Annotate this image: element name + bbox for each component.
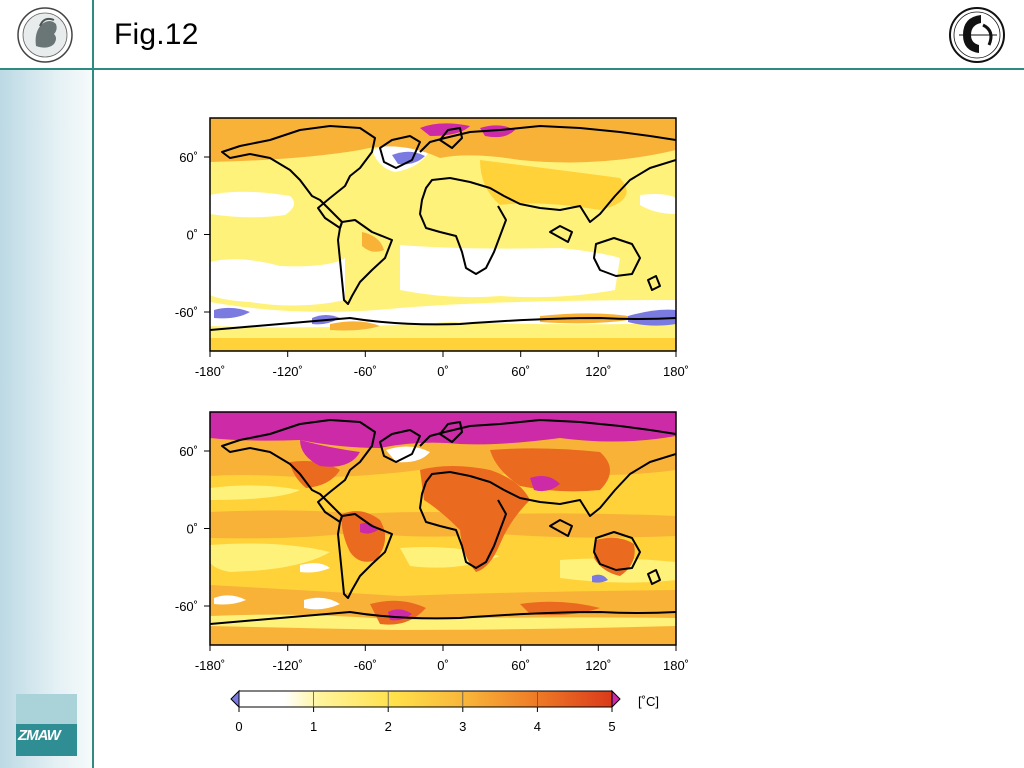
top-map xyxy=(210,118,676,351)
top-map-magenta-region xyxy=(480,125,515,138)
top-map-magenta-region xyxy=(420,123,470,136)
top-map-lon-tick: -60˚ xyxy=(354,364,377,379)
top-map-white-region xyxy=(640,194,676,214)
bottom-map-magenta-region xyxy=(530,476,560,492)
sidebar-gradient xyxy=(0,69,92,768)
bottom-map-yellow-region xyxy=(210,543,330,572)
dkrz-logo xyxy=(949,7,1005,63)
bottom-map-darkorange-region xyxy=(420,466,530,572)
bottom-map-lon-tick: -120˚ xyxy=(273,658,303,673)
bottom-map xyxy=(210,412,676,645)
top-map-coastlines xyxy=(210,125,676,331)
top-map-axis-ticks xyxy=(204,156,677,357)
top-map-orange-region xyxy=(480,160,627,210)
top-map-lat-tick: 60˚ xyxy=(179,150,198,165)
top-map-white-region xyxy=(210,191,294,218)
top-map-white-region xyxy=(400,245,620,298)
top-map-orange-region xyxy=(362,232,384,252)
top-map-blue-region xyxy=(392,151,425,165)
bottom-map-yellow-region xyxy=(210,485,300,500)
top-map-lat-tick: -60˚ xyxy=(175,305,198,320)
header-divider xyxy=(0,68,1024,70)
slide-title: Fig.12 xyxy=(114,18,199,51)
colorbar: 0 1 2 3 4 5 [˚C] xyxy=(230,689,659,734)
bottom-map-lat-tick: 0˚ xyxy=(186,522,198,537)
top-map-blue-region xyxy=(628,309,676,326)
colorbar-tick: 3 xyxy=(459,719,466,734)
bottom-map-magenta-region xyxy=(300,440,360,467)
top-map-orange-region xyxy=(330,321,380,331)
sidebar-divider xyxy=(92,0,94,768)
bottom-map-coastlines xyxy=(210,419,676,625)
colorbar-dividers xyxy=(313,691,538,707)
colorbar-gradient xyxy=(238,690,613,708)
zmaw-logo xyxy=(16,694,77,756)
bottom-map-lat-tick: 60˚ xyxy=(179,444,198,459)
bottom-map-lon-tick: 60˚ xyxy=(511,658,530,673)
colorbar-over-triangle xyxy=(611,689,621,709)
top-map-lon-tick: 60˚ xyxy=(511,364,530,379)
bottom-map-lon-tick: -60˚ xyxy=(354,658,377,673)
bottom-map-lat-tick: -60˚ xyxy=(175,599,198,614)
bottom-map-lon-tick: 180˚ xyxy=(663,658,689,673)
max-planck-minerva-logo xyxy=(17,7,73,63)
bottom-map-lon-tick: -180˚ xyxy=(195,658,225,673)
top-map-lon-tick: 120˚ xyxy=(585,364,611,379)
top-map-lat-tick: 0˚ xyxy=(186,228,198,243)
colorbar-under-triangle xyxy=(230,689,240,709)
bottom-map-white-region xyxy=(304,597,340,610)
bottom-map-white-region xyxy=(214,595,246,605)
top-map-lon-tick: -120˚ xyxy=(273,364,303,379)
top-map-lon-tick: 180˚ xyxy=(663,364,689,379)
top-map-lon-tick: 0˚ xyxy=(437,364,449,379)
bottom-map-lon-tick: 0˚ xyxy=(437,658,449,673)
bottom-map-darkorange-region xyxy=(341,511,386,562)
colorbar-tick: 4 xyxy=(534,719,541,734)
top-map-blue-region xyxy=(214,307,250,319)
bottom-map-lon-tick: 120˚ xyxy=(585,658,611,673)
top-map-orange-region xyxy=(210,118,676,163)
top-map-white-region xyxy=(210,258,345,306)
colorbar-tick: 5 xyxy=(608,719,615,734)
bottom-map-darkorange-region xyxy=(290,461,340,488)
top-map-lon-tick: -180˚ xyxy=(195,364,225,379)
bottom-map-white-region xyxy=(300,563,330,573)
bottom-map-darkorange-region xyxy=(490,448,610,492)
bottom-map-white-region xyxy=(386,446,430,463)
colorbar-tick: 1 xyxy=(310,719,317,734)
colorbar-tick: 0 xyxy=(235,719,242,734)
colorbar-tick: 2 xyxy=(385,719,392,734)
bottom-map-axis-ticks xyxy=(204,450,677,651)
top-map-orange-region xyxy=(210,338,676,351)
zmaw-logo-text: ZMAW xyxy=(18,727,61,744)
colorbar-unit: [˚C] xyxy=(638,694,659,709)
bottom-map-blue-region xyxy=(592,574,608,583)
bottom-map-yellow-region xyxy=(210,614,676,630)
